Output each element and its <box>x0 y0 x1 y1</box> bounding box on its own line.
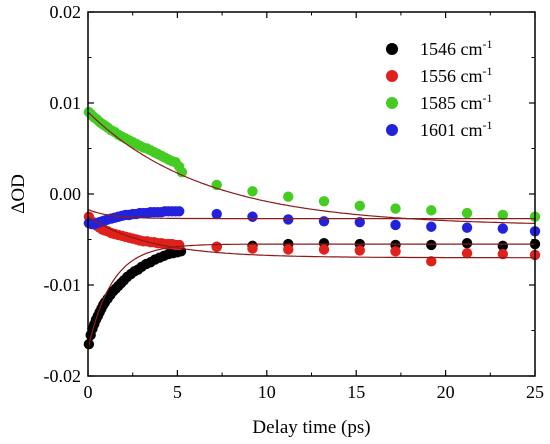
legend-marker <box>386 124 398 136</box>
data-point <box>426 239 437 251</box>
legend: 1546 cm-1 1556 cm-1 1585 cm-1 1601 cm-1 <box>386 37 493 140</box>
data-point <box>173 206 185 217</box>
data-point <box>461 222 473 233</box>
data-point <box>426 256 437 267</box>
data-point <box>247 211 258 222</box>
legend-marker <box>386 43 398 55</box>
data-point <box>318 216 330 227</box>
x-tick-label: 20 <box>437 382 455 402</box>
data-point <box>247 243 258 254</box>
data-point <box>461 247 473 259</box>
data-point <box>283 244 294 255</box>
x-axis-title: Delay time (ps) <box>252 417 370 438</box>
legend-label: 1601 cm-1 <box>420 118 493 140</box>
y-tick-label: -0.02 <box>44 366 82 386</box>
data-point <box>497 209 509 221</box>
data-point <box>247 186 258 197</box>
data-point <box>461 207 473 219</box>
x-tick-label: 10 <box>258 382 276 402</box>
data-point <box>461 237 473 249</box>
data-point <box>497 248 509 260</box>
y-tick-label: 0.02 <box>50 2 82 22</box>
x-tick-label: 5 <box>173 382 182 402</box>
y-axis-title: ΔOD <box>8 174 29 214</box>
data-point <box>390 246 401 257</box>
x-tick-label: 25 <box>526 382 544 402</box>
data-point <box>283 191 294 202</box>
series-2 <box>83 106 541 222</box>
data-point <box>176 166 188 178</box>
legend-label-superscript: -1 <box>483 91 493 105</box>
data-point <box>354 200 365 212</box>
legend-label: 1585 cm-1 <box>420 91 493 113</box>
ticks-layer: 0 5 10 15 20 25 -0.02 -0.01 0.00 0.01 0.02 <box>44 2 545 402</box>
data-point <box>211 208 222 220</box>
data-point <box>497 223 509 234</box>
legend-label-superscript: -1 <box>483 64 493 78</box>
x-tick-label: 15 <box>347 382 365 402</box>
data-point <box>283 214 294 225</box>
fit-line-0 <box>87 243 535 349</box>
legend-label: 1546 cm-1 <box>420 37 493 59</box>
legend-label: 1556 cm-1 <box>420 64 493 86</box>
data-point <box>354 217 365 228</box>
data-point <box>390 203 401 214</box>
y-tick-label: 0.00 <box>50 184 82 204</box>
series-3 <box>83 206 541 237</box>
data-point <box>318 196 330 207</box>
y-tick-label: 0.01 <box>50 93 82 113</box>
legend-label-superscript: -1 <box>483 118 493 132</box>
legend-marker <box>386 70 398 82</box>
y-tick-label: -0.01 <box>44 275 82 295</box>
data-point <box>426 205 437 216</box>
data-point <box>354 245 365 256</box>
data-point <box>390 219 401 231</box>
data-point <box>426 221 437 232</box>
fit-line-1 <box>87 216 535 259</box>
plot-content <box>83 106 541 350</box>
legend-marker <box>386 97 398 109</box>
data-point <box>211 241 222 252</box>
legend-label-superscript: -1 <box>483 37 493 51</box>
data-point <box>318 244 330 255</box>
x-tick-label: 0 <box>84 382 93 402</box>
data-point <box>497 240 509 252</box>
fit-line-2 <box>87 111 535 224</box>
fit-line-3 <box>87 208 535 220</box>
